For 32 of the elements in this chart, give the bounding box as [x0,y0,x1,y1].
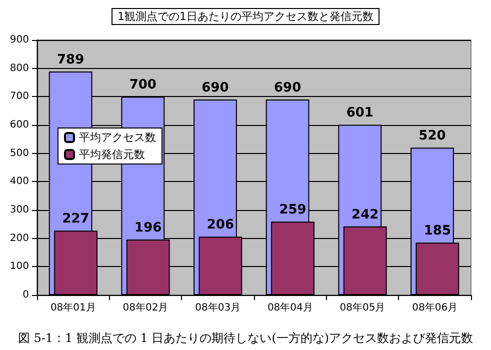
x-tick-label: 08年02月 [122,302,168,314]
legend-label: 平均発信元数 [79,148,145,161]
data-label: 690 [202,80,229,96]
y-tick-label: 200 [10,232,29,244]
y-tick-label: 600 [10,120,29,130]
data-label: 206 [206,218,234,233]
x-tick-label: 08年01月 [50,302,96,314]
x-tick-label: 08年06月 [412,302,458,314]
data-label: 520 [418,128,446,144]
y-tick-label: 800 [10,62,29,74]
x-tick-label: 08年05月 [340,302,386,314]
data-label: 601 [346,106,374,121]
data-label: 227 [62,212,90,227]
y-tick-label: 900 [10,34,29,46]
data-label: 196 [134,220,162,236]
y-tick-label: 100 [10,261,29,272]
chart-title: 1観測点での1日あたりの平均アクセス数と発信元数 [118,10,374,23]
y-tick-label: 0 [22,290,29,300]
data-label: 185 [424,224,452,239]
x-tick-label: 08年04月 [267,302,313,314]
data-label: 700 [129,78,156,93]
y-tick-label: 500 [10,148,29,159]
caption: 図 5-1：1 観測点での 1 日あたりの期待しない(一方的な)アクセス数および発信元数 [18,331,474,345]
x-tick-label: 08年03月 [195,302,241,314]
y-tick-label: 700 [10,91,29,102]
data-label: 789 [56,52,84,68]
y-tick-label: 400 [10,176,29,188]
data-label: 690 [274,80,302,96]
y-tick-label: 300 [10,204,29,216]
legend-label: 平均アクセス数 [79,131,156,144]
data-label: 259 [279,202,306,218]
data-label: 242 [352,207,379,222]
